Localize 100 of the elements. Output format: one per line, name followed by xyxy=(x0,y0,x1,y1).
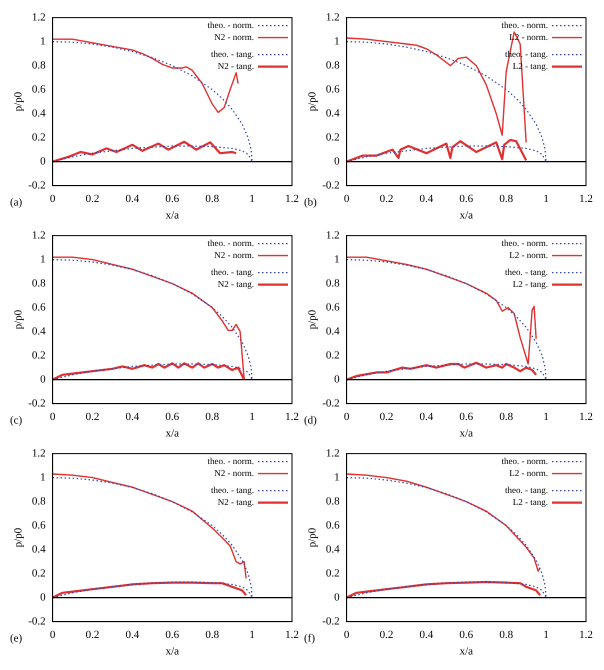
y-tick-label: 0.6 xyxy=(326,83,340,96)
y-tick-label: 1 xyxy=(40,471,46,484)
y-tick-label: 0 xyxy=(40,155,46,168)
y-axis-title: p/p0 xyxy=(12,91,24,112)
y-axis-title: p/p0 xyxy=(306,527,318,548)
x-tick-label: 0 xyxy=(344,629,350,642)
legend-label: N2 - tang. xyxy=(218,278,254,289)
x-axis-title: x/a xyxy=(460,645,474,658)
y-tick-label: 0.6 xyxy=(32,301,46,314)
legend-label: N2 - norm. xyxy=(214,32,254,42)
y-tick-label: 0.6 xyxy=(32,83,46,96)
legend-label: theo. - tang. xyxy=(211,266,254,277)
x-tick-label: 0.4 xyxy=(126,193,140,206)
text: (a) xyxy=(10,196,23,208)
x-axis-title: x/a xyxy=(166,645,180,658)
x-tick-label: 0.2 xyxy=(380,411,394,424)
x-tick-label: 0.4 xyxy=(126,411,140,424)
y-tick-label: 1.2 xyxy=(32,11,46,24)
y-tick-label: 0.8 xyxy=(32,495,46,508)
x-tick-label: 1 xyxy=(249,629,255,642)
x-tick-label: 0 xyxy=(50,629,56,642)
y-tick-label: 0.2 xyxy=(32,349,46,362)
y-tick-label: 0.8 xyxy=(32,277,46,290)
y-tick-label: 0.8 xyxy=(326,495,340,508)
x-tick-label: 0.6 xyxy=(165,193,180,206)
text: (b) xyxy=(304,196,318,208)
legend-label: theo. - norm. xyxy=(502,20,548,30)
legend-label: N2 - norm. xyxy=(214,250,254,260)
legend-label: N2 - tang. xyxy=(218,496,254,507)
x-tick-label: 1.2 xyxy=(579,193,593,206)
x-tick-label: 1.2 xyxy=(285,629,299,642)
legend-label: theo. - tang. xyxy=(505,484,548,495)
y-tick-label: -0.2 xyxy=(322,179,340,192)
legend-label: L2 - norm. xyxy=(509,250,548,260)
y-tick-label: -0.2 xyxy=(28,615,46,628)
y-tick-label: -0.2 xyxy=(322,397,340,410)
legend-label: theo. - tang. xyxy=(211,484,254,495)
y-tick-label: 0 xyxy=(334,373,340,386)
x-tick-label: 0.4 xyxy=(126,629,140,642)
legend-label: L2 - tang. xyxy=(512,278,548,289)
y-tick-label: 0.4 xyxy=(326,543,340,556)
text: (f) xyxy=(304,632,316,644)
x-tick-label: 0.2 xyxy=(86,193,100,206)
x-tick-label: 1 xyxy=(543,411,549,424)
x-tick-label: 0.8 xyxy=(499,629,514,642)
y-tick-label: 0.4 xyxy=(32,325,46,338)
legend-label: N2 - norm. xyxy=(214,468,254,478)
y-tick-label: 1.2 xyxy=(326,11,340,24)
x-tick-label: 0.6 xyxy=(459,411,474,424)
y-tick-label: 0.2 xyxy=(326,131,340,144)
y-tick-label: 0 xyxy=(334,591,340,604)
x-tick-label: 0.6 xyxy=(459,629,474,642)
legend-label: theo. - norm. xyxy=(502,238,548,248)
x-tick-label: 0.8 xyxy=(205,629,220,642)
x-axis-title: x/a xyxy=(460,427,474,440)
y-tick-label: 1 xyxy=(334,471,340,484)
legend-label: theo. - norm. xyxy=(208,20,254,30)
x-tick-label: 0 xyxy=(50,193,56,206)
y-tick-label: 1 xyxy=(334,253,340,266)
y-tick-label: 0.8 xyxy=(32,59,46,72)
y-tick-label: 0.4 xyxy=(32,107,46,120)
y-tick-label: 0.2 xyxy=(32,567,46,580)
y-axis-title: p/p0 xyxy=(12,309,24,330)
x-axis-title: x/a xyxy=(166,427,180,440)
x-tick-label: 0.2 xyxy=(380,629,394,642)
y-tick-label: 0.2 xyxy=(326,567,340,580)
y-tick-label: -0.2 xyxy=(28,179,46,192)
x-axis-title: x/a xyxy=(166,209,180,222)
x-tick-label: 0.2 xyxy=(380,193,394,206)
x-tick-label: 1 xyxy=(249,411,255,424)
x-tick-label: 0.2 xyxy=(86,411,100,424)
y-tick-label: 0.2 xyxy=(326,349,340,362)
y-tick-label: 1 xyxy=(40,253,46,266)
y-axis-title: p/p0 xyxy=(12,527,24,548)
legend-label: theo. - norm. xyxy=(208,456,254,466)
y-tick-label: 0.8 xyxy=(326,59,340,72)
y-tick-label: 0.6 xyxy=(326,519,340,532)
y-tick-label: 0.4 xyxy=(326,325,340,338)
text: (e) xyxy=(10,632,23,644)
legend-label: L2 - norm. xyxy=(509,468,548,478)
x-tick-label: 0.8 xyxy=(205,193,220,206)
x-tick-label: 1.2 xyxy=(285,193,299,206)
x-tick-label: 0 xyxy=(50,411,56,424)
x-tick-label: 0 xyxy=(344,193,350,206)
x-tick-label: 1 xyxy=(249,193,255,206)
x-axis-title: x/a xyxy=(460,209,474,222)
y-axis-title: p/p0 xyxy=(306,309,318,330)
legend-label: theo. - norm. xyxy=(502,456,548,466)
x-tick-label: 0.4 xyxy=(420,193,434,206)
y-tick-label: 1.2 xyxy=(326,447,340,460)
x-tick-label: 0.4 xyxy=(420,629,434,642)
y-tick-label: 0.8 xyxy=(326,277,340,290)
y-tick-label: 0.6 xyxy=(326,301,340,314)
x-tick-label: 0.4 xyxy=(420,411,434,424)
x-tick-label: 1 xyxy=(543,193,549,206)
y-tick-label: 1 xyxy=(40,35,46,48)
y-tick-label: 0.2 xyxy=(32,131,46,144)
y-tick-label: -0.2 xyxy=(28,397,46,410)
x-tick-label: 1.2 xyxy=(285,411,299,424)
x-tick-label: 0.8 xyxy=(499,411,514,424)
